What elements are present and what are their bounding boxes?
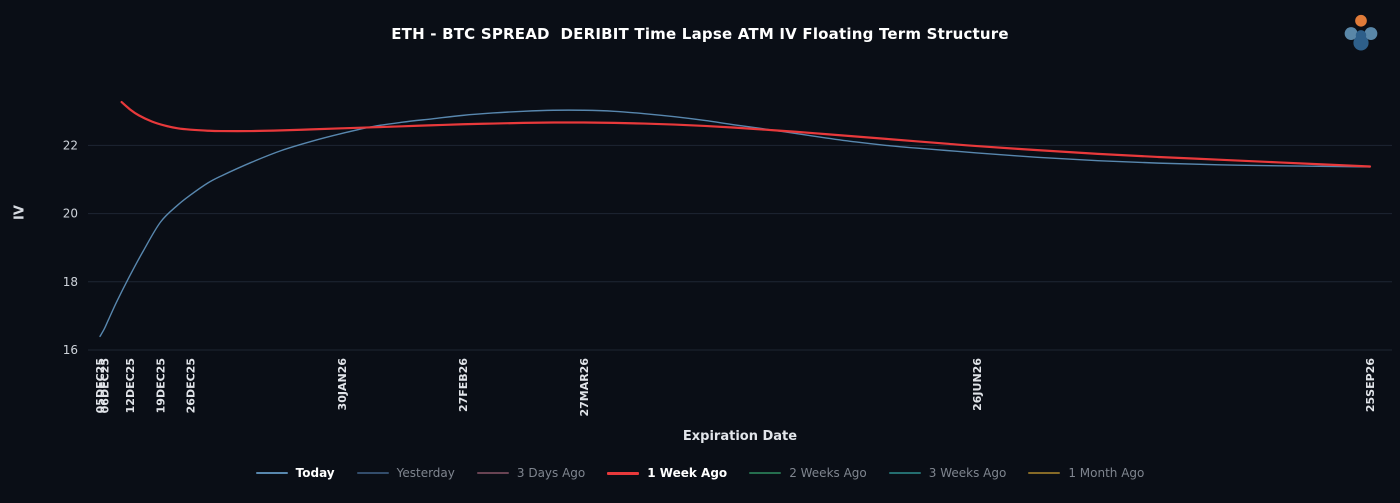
legend-label-1-month-ago: 1 Month Ago: [1068, 466, 1145, 480]
legend-swatch-1-month-ago: [1028, 472, 1061, 474]
x-tick-label: 12DEC25: [124, 358, 137, 413]
y-tick-label: 18: [63, 275, 78, 289]
x-tick-label: 26JUN26: [971, 358, 984, 411]
chart-title: ETH - BTC SPREAD DERIBIT Time Lapse ATM …: [391, 25, 1009, 43]
legend-swatch-yesterday: [356, 472, 389, 474]
legend-label-3-days-ago: 3 Days Ago: [516, 466, 586, 480]
x-axis-label: Expiration Date: [682, 429, 798, 444]
legend-swatch-1-week-ago: [607, 471, 640, 475]
legend-item-3-days-ago[interactable]: 3 Days Ago: [476, 466, 586, 480]
legend-label-today: Today: [295, 466, 335, 480]
x-tick-label: 05DEC25: [94, 358, 107, 413]
x-tick-label: 19DEC25: [154, 358, 167, 413]
legend-item-yesterday[interactable]: Yesterday: [356, 466, 455, 480]
x-tick-label: 27MAR26: [578, 358, 591, 417]
y-tick-label: 22: [63, 138, 78, 152]
legend-swatch-3-days-ago: [476, 472, 509, 474]
legend-swatch-2-weeks-ago: [749, 472, 782, 474]
x-tick-label: 30JAN26: [336, 358, 349, 411]
x-tick-label: 06DEC25: [98, 358, 111, 413]
legend-item-1-month-ago[interactable]: 1 Month Ago: [1028, 466, 1144, 480]
legend-label-2-weeks-ago: 2 Weeks Ago: [789, 466, 867, 480]
legend-item-1-week-ago[interactable]: 1 Week Ago: [607, 466, 727, 480]
y-tick-label: 16: [63, 343, 78, 357]
amberdata-logo-icon: [1340, 12, 1382, 54]
legend-label-1-week-ago: 1 Week Ago: [647, 466, 728, 480]
series-line-1-week-ago[interactable]: [120, 100, 1372, 168]
legend-item-2-weeks-ago[interactable]: 2 Weeks Ago: [749, 466, 867, 480]
legend: Today Yesterday 3 Days Ago 1 Week Ago 2 Week…: [0, 466, 1400, 480]
legend-label-3-weeks-ago: 3 Weeks Ago: [928, 466, 1007, 480]
legend-item-today[interactable]: Today: [255, 466, 335, 480]
y-tick-label: 20: [63, 207, 78, 221]
legend-swatch-3-weeks-ago: [888, 472, 921, 474]
x-tick-label: 27FEB26: [457, 358, 470, 412]
legend-label-yesterday: Yesterday: [396, 466, 455, 480]
x-tick-label: 25SEP26: [1364, 358, 1377, 412]
series-line-today[interactable]: [99, 109, 1371, 338]
legend-item-3-weeks-ago[interactable]: 3 Weeks Ago: [888, 466, 1007, 480]
legend-swatch-today: [255, 472, 288, 474]
x-tick-label: 26DEC25: [185, 358, 198, 413]
